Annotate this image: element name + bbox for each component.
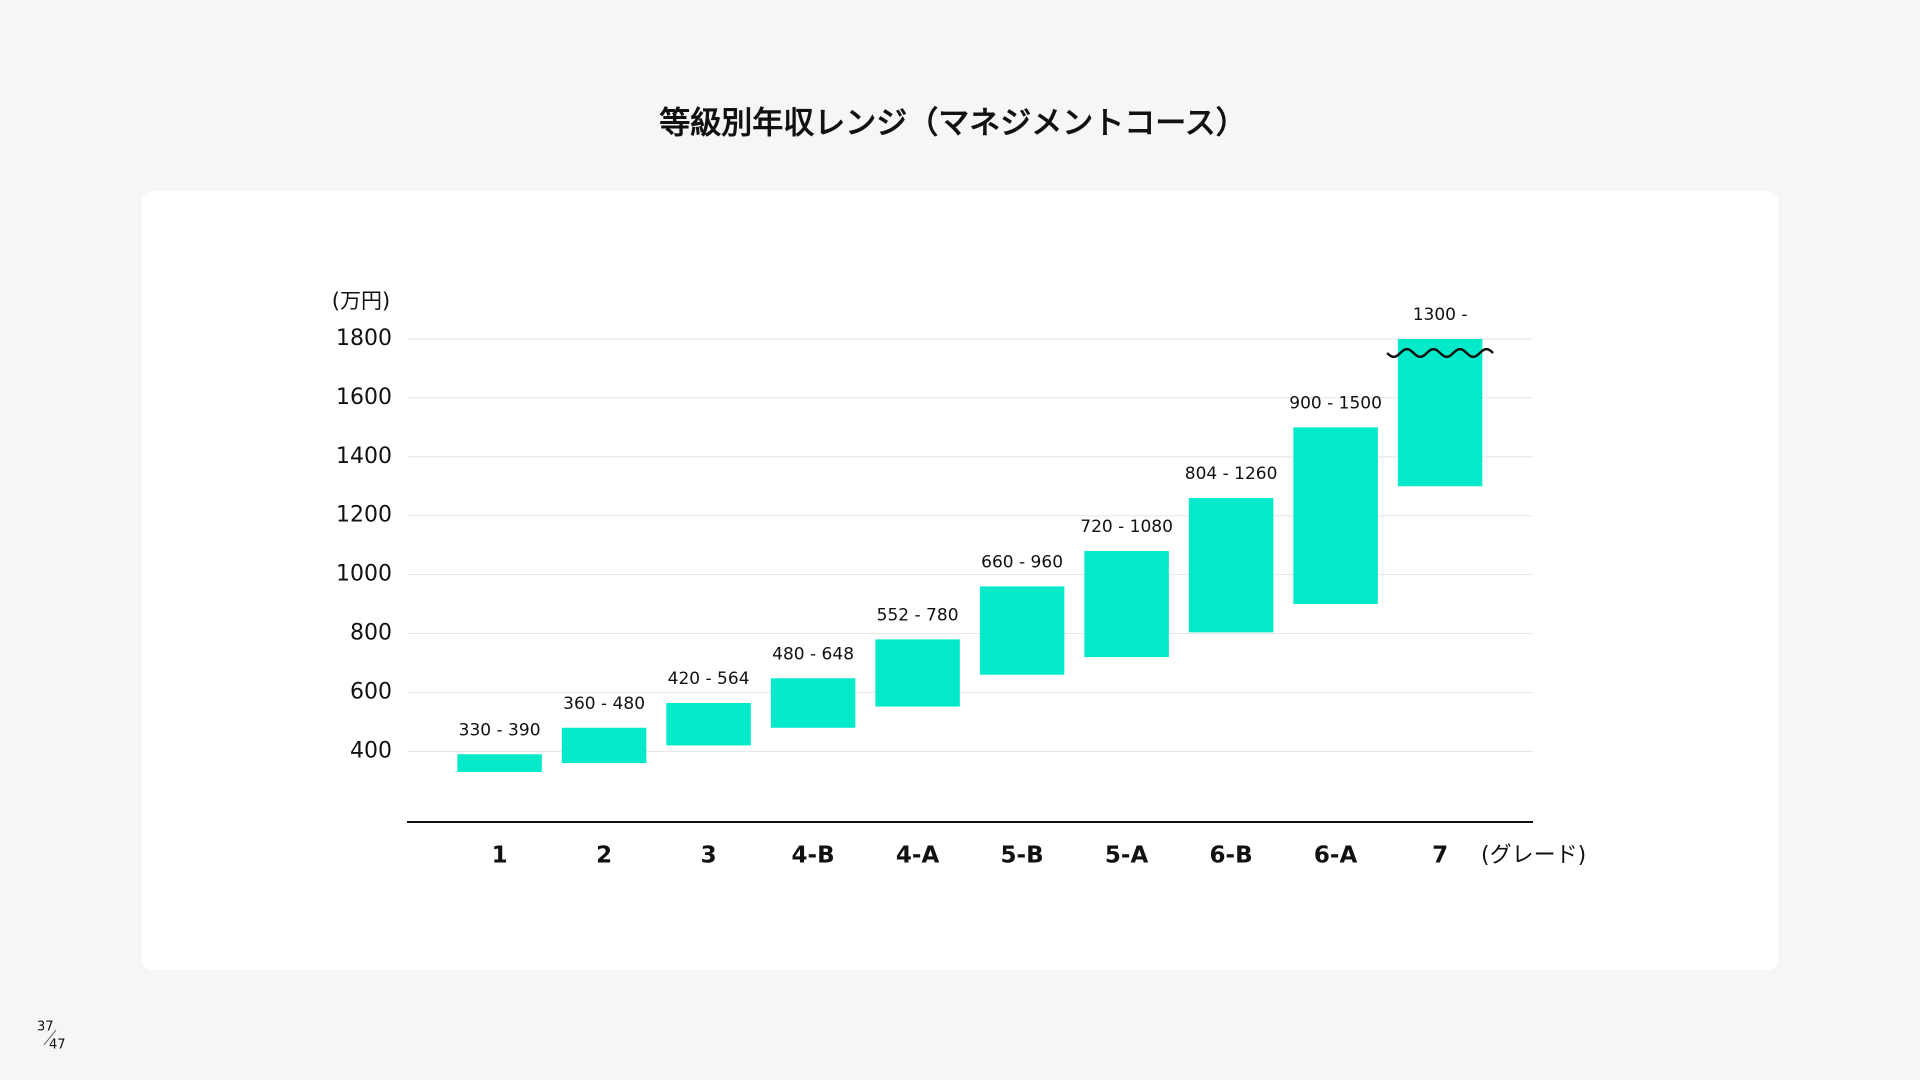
value-label: 804 - 1260 <box>1185 464 1278 484</box>
card <box>142 191 1778 970</box>
value-label: 720 - 1080 <box>1080 517 1173 537</box>
page-slash <box>43 1029 57 1046</box>
range-bar <box>979 586 1065 675</box>
x-tick-label: 6-A <box>1314 843 1358 869</box>
page-current: 37 <box>37 1020 54 1035</box>
y-axis-label: (万円) <box>332 289 390 313</box>
value-label: 330 - 390 <box>459 720 541 740</box>
page-total: 47 <box>49 1038 66 1053</box>
value-label: 480 - 648 <box>772 644 854 664</box>
value-label: 360 - 480 <box>563 694 645 714</box>
range-bar <box>1293 427 1378 605</box>
range-bar <box>875 639 960 707</box>
range-bar <box>666 703 751 746</box>
x-tick-label: 1 <box>492 843 508 869</box>
y-tick-label: 800 <box>350 621 392 646</box>
y-tick-label: 1000 <box>336 562 392 587</box>
x-tick-label: 5-B <box>1001 843 1044 869</box>
x-tick-label: 4-B <box>792 843 835 869</box>
value-label: 552 - 780 <box>877 605 959 625</box>
range-bar <box>457 754 542 772</box>
y-tick-label: 400 <box>350 738 392 763</box>
x-tick-label: 5-A <box>1105 843 1149 869</box>
y-tick-label: 600 <box>350 679 392 704</box>
x-axis-label: (グレード) <box>1481 843 1586 868</box>
range-bar <box>561 727 647 764</box>
x-tick-label: 2 <box>596 843 612 869</box>
value-label: 420 - 564 <box>668 669 750 689</box>
x-tick-label: 6-B <box>1210 843 1253 869</box>
range-bar <box>1397 339 1483 487</box>
range-bar <box>770 678 856 728</box>
value-label: 900 - 1500 <box>1289 393 1382 413</box>
x-tick-label: 4-A <box>896 843 940 869</box>
y-tick-label: 1400 <box>336 444 392 469</box>
range-bar <box>1188 498 1274 633</box>
x-tick-label: 3 <box>701 843 717 869</box>
axis-break <box>1386 347 1494 359</box>
x-tick-label: 7 <box>1432 843 1448 869</box>
value-label: 660 - 960 <box>981 552 1063 572</box>
y-tick-label: 1600 <box>336 385 392 410</box>
value-label: 1300 - <box>1413 305 1468 325</box>
y-tick-label: 1200 <box>336 503 392 528</box>
y-tick-label: 1800 <box>336 326 392 351</box>
range-bar <box>1084 551 1169 658</box>
chart-title: 等級別年収レンジ（マネジメントコース） <box>659 106 1246 142</box>
